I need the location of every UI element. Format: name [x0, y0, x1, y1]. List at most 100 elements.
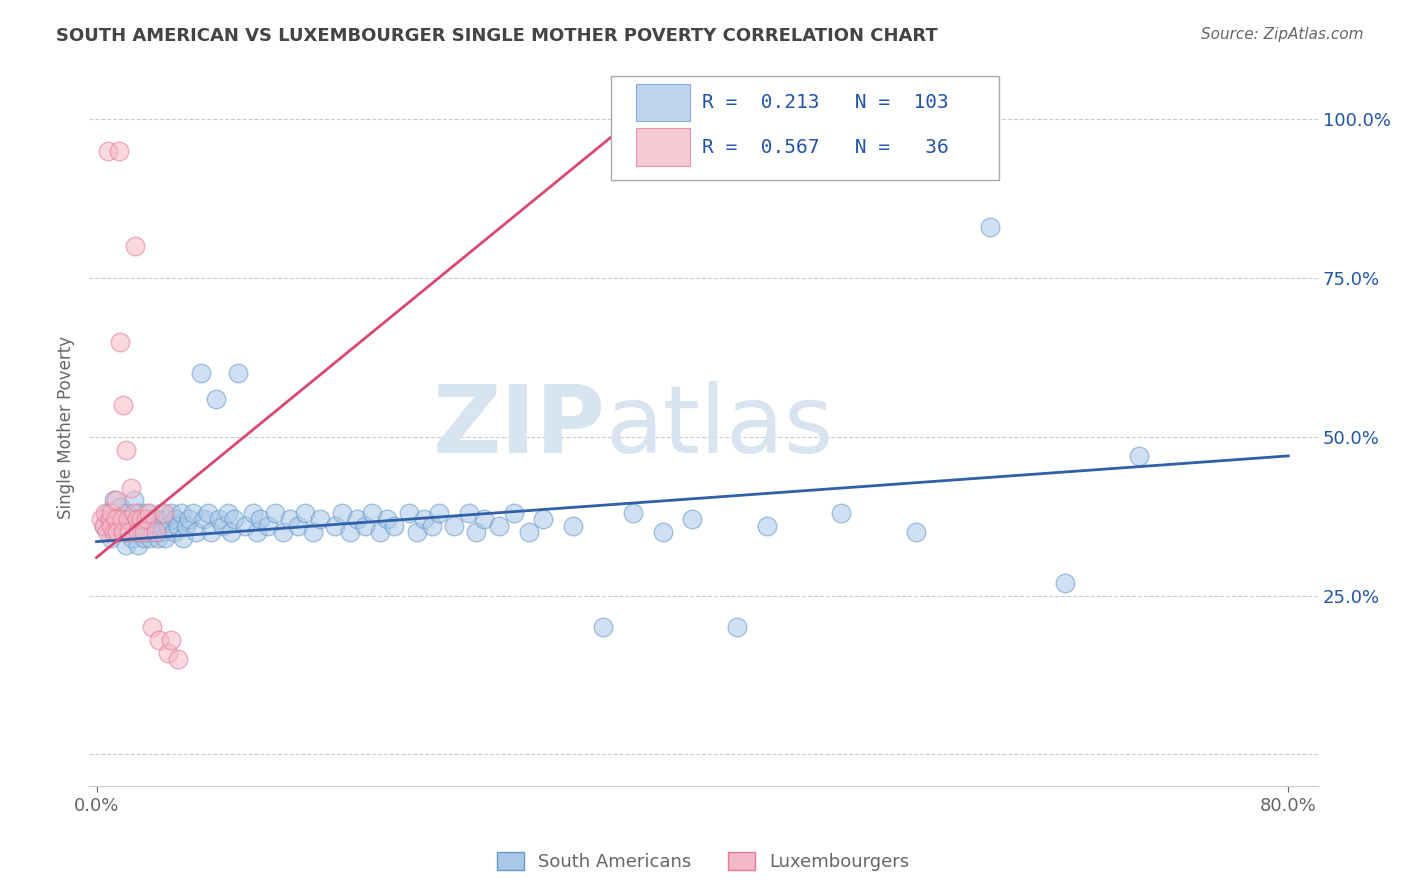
Point — [222, 512, 245, 526]
Point — [100, 518, 122, 533]
Point — [346, 512, 368, 526]
Point — [488, 518, 510, 533]
Point — [98, 512, 121, 526]
Point — [413, 512, 436, 526]
Point — [904, 525, 927, 540]
Point — [112, 518, 135, 533]
Point — [427, 506, 450, 520]
Point — [112, 525, 135, 540]
Point — [110, 334, 132, 349]
Point — [122, 518, 145, 533]
Point — [138, 512, 160, 526]
Point — [398, 506, 420, 520]
Point — [100, 532, 122, 546]
Point — [145, 525, 167, 540]
Point — [204, 392, 226, 406]
Point — [134, 532, 156, 546]
Point — [127, 506, 149, 520]
Point — [157, 646, 180, 660]
Point — [150, 525, 173, 540]
Point — [139, 532, 162, 546]
Legend: South Americans, Luxembourgers: South Americans, Luxembourgers — [489, 845, 917, 879]
FancyBboxPatch shape — [636, 128, 690, 166]
Point — [115, 506, 138, 520]
Point — [830, 506, 852, 520]
Point — [129, 525, 152, 540]
Text: R =  0.213   N =  103: R = 0.213 N = 103 — [703, 93, 949, 112]
Point — [108, 525, 131, 540]
Point — [465, 525, 488, 540]
Point — [97, 506, 120, 520]
Point — [104, 512, 127, 526]
Point — [368, 525, 391, 540]
Point — [148, 633, 170, 648]
Point — [111, 512, 134, 526]
Point — [165, 512, 187, 526]
Text: SOUTH AMERICAN VS LUXEMBOURGER SINGLE MOTHER POVERTY CORRELATION CHART: SOUTH AMERICAN VS LUXEMBOURGER SINGLE MO… — [56, 27, 938, 45]
Point — [517, 525, 540, 540]
Point — [226, 367, 249, 381]
Point — [141, 518, 163, 533]
Point — [1053, 576, 1076, 591]
Point — [135, 506, 157, 520]
Point — [110, 500, 132, 514]
Point — [141, 620, 163, 634]
Point — [1128, 449, 1150, 463]
Point — [384, 518, 406, 533]
Point — [100, 506, 122, 520]
Point — [287, 518, 309, 533]
Point — [375, 512, 398, 526]
Point — [153, 532, 176, 546]
Point — [117, 512, 139, 526]
Point — [93, 518, 115, 533]
Point — [167, 518, 190, 533]
Point — [148, 518, 170, 533]
Point — [256, 518, 278, 533]
Point — [170, 506, 193, 520]
Point — [208, 512, 231, 526]
Point — [242, 506, 264, 520]
Point — [124, 239, 146, 253]
Point — [186, 525, 208, 540]
Text: atlas: atlas — [605, 382, 834, 474]
Point — [90, 512, 112, 526]
Point — [120, 481, 142, 495]
Point — [167, 652, 190, 666]
Point — [190, 367, 212, 381]
Point — [136, 525, 159, 540]
Point — [235, 518, 257, 533]
Point — [197, 506, 219, 520]
Point — [174, 518, 197, 533]
Point — [122, 506, 145, 520]
Point — [212, 518, 235, 533]
Point — [330, 506, 353, 520]
Point — [301, 525, 323, 540]
Point — [108, 144, 131, 158]
Point — [323, 518, 346, 533]
Point — [681, 512, 703, 526]
Point — [145, 512, 167, 526]
Point — [249, 512, 271, 526]
Point — [125, 525, 148, 540]
Point — [193, 512, 215, 526]
Point — [118, 525, 141, 540]
Point — [152, 506, 174, 520]
Point — [163, 525, 186, 540]
Point — [420, 518, 443, 533]
Point — [172, 532, 194, 546]
Point — [115, 442, 138, 457]
Point — [96, 525, 118, 540]
Point — [405, 525, 427, 540]
Point — [472, 512, 495, 526]
Point — [160, 633, 183, 648]
Point — [93, 518, 115, 533]
Point — [177, 512, 200, 526]
Point — [592, 620, 614, 634]
FancyBboxPatch shape — [612, 76, 998, 180]
Text: Source: ZipAtlas.com: Source: ZipAtlas.com — [1201, 27, 1364, 42]
Point — [129, 512, 152, 526]
Point — [271, 525, 294, 540]
Point — [134, 525, 156, 540]
Point — [353, 518, 375, 533]
Point — [94, 506, 117, 520]
